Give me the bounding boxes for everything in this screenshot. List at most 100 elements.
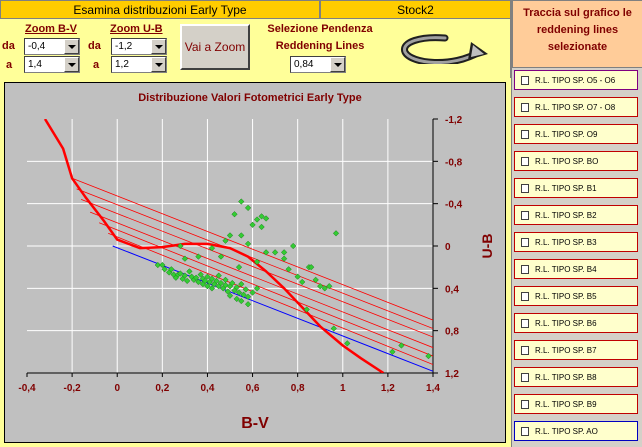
bv-to-dropdown[interactable]: 1,4: [24, 56, 80, 73]
checkbox-icon[interactable]: [521, 291, 529, 301]
reddening-line-label: R.L. TIPO SP. B9: [535, 399, 597, 409]
chevron-down-icon[interactable]: [64, 57, 79, 72]
go-to-zoom-button[interactable]: Vai a Zoom: [180, 24, 250, 70]
data-point: [226, 232, 234, 239]
data-point: [215, 272, 222, 279]
reddening-line: [99, 222, 433, 357]
checkbox-icon[interactable]: [521, 210, 529, 220]
checkbox-icon[interactable]: [521, 75, 529, 85]
data-point: [195, 253, 202, 260]
data-point: [213, 277, 220, 285]
bv-from-dropdown[interactable]: -0,4: [24, 38, 80, 55]
data-point: [294, 273, 301, 280]
ub-from-dropdown[interactable]: -1,2: [111, 38, 167, 55]
back-arrow-button[interactable]: [388, 24, 494, 70]
reddening-line-toggle[interactable]: R.L. TIPO SP. BO: [514, 151, 638, 171]
data-point: [229, 279, 236, 287]
data-point: [226, 292, 234, 299]
data-point: [233, 295, 240, 303]
checkbox-icon[interactable]: [521, 129, 529, 139]
reddening-line-toggle[interactable]: R.L. TIPO SP. O5 - O6: [514, 70, 638, 90]
ub-to-dropdown[interactable]: 1,2: [111, 56, 167, 73]
data-point: [344, 340, 351, 347]
data-point: [208, 275, 216, 282]
data-point: [202, 277, 209, 285]
chevron-down-icon[interactable]: [151, 57, 166, 72]
checkbox-icon[interactable]: [521, 156, 529, 166]
checkbox-icon[interactable]: [521, 399, 529, 409]
data-point: [271, 249, 279, 256]
reddening-line: [108, 232, 433, 365]
reddening-line-label: R.L. TIPO SP. AO: [535, 426, 598, 436]
data-point: [242, 286, 249, 293]
checkbox-icon[interactable]: [521, 183, 529, 193]
chevron-down-icon[interactable]: [64, 39, 79, 54]
reddening-line-toggle[interactable]: R.L. TIPO SP. O9: [514, 124, 638, 144]
blue-reference-line: [112, 245, 433, 372]
data-point: [183, 277, 191, 285]
reddening-line-toggle[interactable]: R.L. TIPO SP. O7 - O8: [514, 97, 638, 117]
checkbox-icon[interactable]: [521, 345, 529, 355]
reddening-line-toggle[interactable]: R.L. TIPO SP. B7: [514, 340, 638, 360]
checkbox-icon[interactable]: [521, 102, 529, 112]
reddening-line-toggle[interactable]: R.L. TIPO SP. B1: [514, 178, 638, 198]
data-point: [238, 280, 245, 288]
data-point: [204, 273, 211, 280]
reddening-line-toggle[interactable]: R.L. TIPO SP. B3: [514, 232, 638, 252]
reddening-line-toggle[interactable]: R.L. TIPO SP. B5: [514, 286, 638, 306]
reddening-lines-panel: Traccia sul grafico le reddening lines s…: [511, 0, 642, 447]
data-point: [244, 301, 252, 308]
y-tick-label: -1,2: [445, 115, 463, 126]
y-axis-label: U-B: [479, 234, 495, 259]
data-point: [240, 291, 247, 298]
data-point: [280, 249, 288, 256]
reddening-line-label: R.L. TIPO SP. B2: [535, 210, 597, 220]
reddening-line-label: R.L. TIPO SP. B4: [535, 264, 597, 274]
checkbox-icon[interactable]: [521, 264, 529, 274]
reddening-line-label: R.L. TIPO SP. B8: [535, 372, 597, 382]
y-tick-label: -0,4: [445, 200, 463, 211]
data-point: [308, 264, 315, 271]
curved-arrow-icon: [401, 34, 488, 64]
data-point: [204, 283, 211, 290]
data-point: [181, 255, 189, 262]
y-tick-label: 0: [445, 242, 451, 253]
cluster-name: Stock2: [320, 0, 511, 19]
reddening-line-toggle[interactable]: R.L. TIPO SP. AO: [514, 421, 638, 441]
data-point: [181, 272, 189, 279]
x-tick-label: 0,6: [246, 383, 260, 394]
checkbox-icon[interactable]: [521, 426, 529, 436]
ub-to-value: 1,2: [115, 59, 129, 70]
data-point: [222, 276, 229, 284]
data-point: [231, 211, 238, 218]
x-tick-label: -0,2: [63, 383, 81, 394]
checkbox-icon[interactable]: [521, 372, 529, 382]
data-point: [326, 283, 333, 290]
reddening-line-toggle[interactable]: R.L. TIPO SP. B4: [514, 259, 638, 279]
data-point: [249, 221, 256, 228]
zoom-bv-label: Zoom B-V: [25, 23, 77, 35]
panel-title: Esamina distribuzioni Early Type: [0, 0, 320, 19]
reddening-line-toggle[interactable]: R.L. TIPO SP. B8: [514, 367, 638, 387]
reddening-line-toggle[interactable]: R.L. TIPO SP. B9: [514, 394, 638, 414]
ub-from-label: da: [88, 40, 101, 52]
data-point: [330, 325, 337, 332]
chevron-down-icon[interactable]: [151, 39, 166, 54]
checkbox-icon[interactable]: [521, 318, 529, 328]
chevron-down-icon[interactable]: [330, 57, 345, 72]
data-point: [321, 285, 328, 292]
data-point: [332, 230, 340, 237]
reddening-line-toggle[interactable]: R.L. TIPO SP. B6: [514, 313, 638, 333]
reddening-line-toggle[interactable]: R.L. TIPO SP. B2: [514, 205, 638, 225]
data-point: [285, 266, 292, 273]
data-point: [312, 276, 319, 284]
reddening-panel-title: Traccia sul grafico le reddening lines s…: [512, 0, 642, 68]
data-point: [222, 282, 229, 289]
data-point: [244, 204, 252, 212]
x-tick-label: 1,4: [426, 383, 440, 394]
reddening-line-label: R.L. TIPO SP. B3: [535, 237, 597, 247]
checkbox-icon[interactable]: [521, 237, 529, 247]
slope-dropdown[interactable]: 0,84: [290, 56, 346, 73]
y-tick-label: 1,2: [445, 369, 459, 380]
data-point: [224, 288, 231, 295]
